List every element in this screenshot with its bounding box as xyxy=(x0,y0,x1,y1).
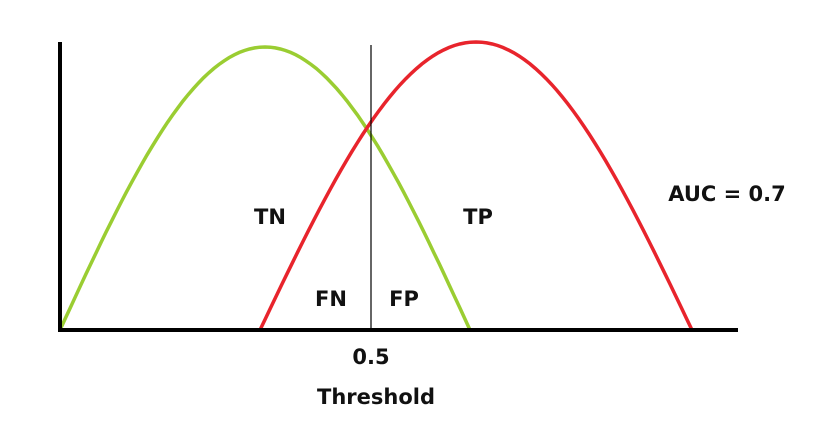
tn-label: TN xyxy=(254,205,286,229)
threshold-value: 0.5 xyxy=(352,345,389,369)
threshold-label: Threshold xyxy=(317,385,435,409)
auc-annotation: AUC = 0.7 xyxy=(668,182,786,206)
tp-label: TP xyxy=(463,205,493,229)
fn-label: FN xyxy=(315,287,347,311)
positive-distribution xyxy=(258,40,694,331)
fp-label: FP xyxy=(389,287,419,311)
negative-distribution xyxy=(58,45,472,331)
